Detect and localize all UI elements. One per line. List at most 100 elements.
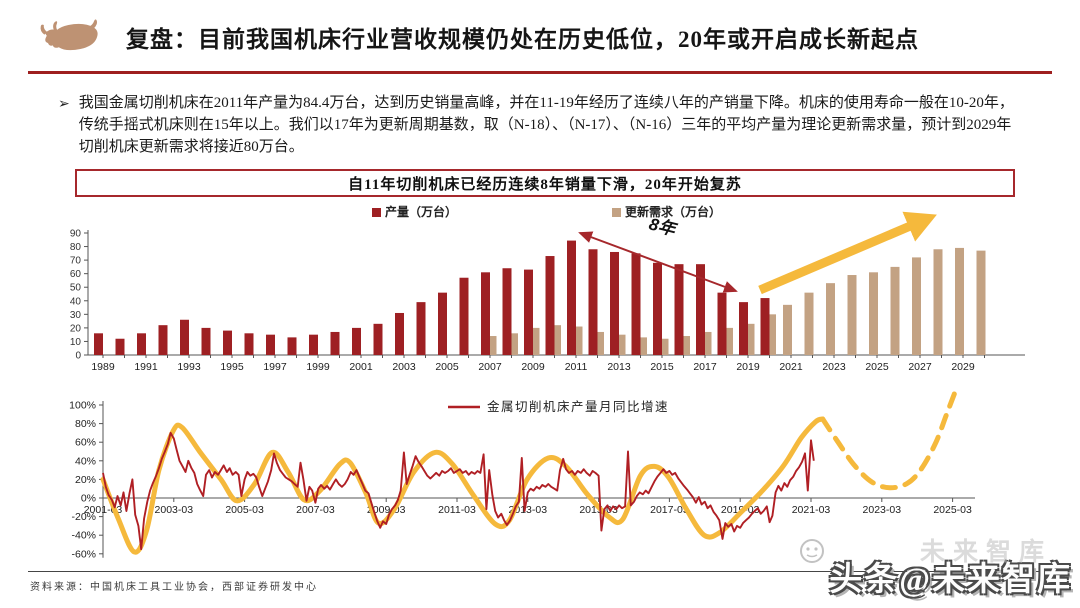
renewal-bar-2019	[748, 323, 755, 355]
production-bar-2007	[481, 272, 490, 355]
svg-text:70: 70	[70, 256, 82, 267]
svg-text:60%: 60%	[75, 437, 96, 449]
svg-text:1989: 1989	[91, 361, 115, 373]
svg-text:30: 30	[70, 310, 82, 321]
production-bar-1994	[201, 327, 211, 355]
growth-arrow	[758, 211, 937, 295]
svg-text:2003-03: 2003-03	[155, 504, 194, 516]
renewal-bar-2025	[869, 272, 878, 355]
bar-legend: 产量（万台） 更新需求（万台）	[372, 204, 721, 219]
production-bar-2012	[588, 249, 598, 355]
bull-logo-icon	[40, 19, 98, 51]
production-bar-2004	[416, 302, 426, 355]
chart-title-box: 自11年切削机床已经历连续8年销量下滑，20年开始复苏	[75, 169, 1015, 197]
svg-text:10: 10	[70, 337, 82, 348]
bar-series-renewal	[490, 247, 986, 355]
svg-text:2017: 2017	[693, 361, 717, 373]
renewal-bar-2021	[783, 304, 792, 355]
bullet-paragraph: ➢ 我国金属切削机床在2011年产量为84.4万台，达到历史销量高峰，并在11-…	[58, 92, 1026, 158]
svg-text:2005: 2005	[435, 361, 459, 373]
svg-text:60: 60	[70, 269, 82, 280]
production-bar-2001	[352, 327, 361, 355]
renewal-bar-2029	[955, 247, 964, 355]
svg-text:2021: 2021	[779, 361, 803, 373]
watermark-text: 头条@未来智库	[829, 562, 1072, 598]
production-bar-2003	[395, 312, 404, 355]
production-bar-2006	[459, 277, 469, 355]
renewal-bar-2014	[640, 337, 647, 355]
yoy-growth-line-chart: 金属切削机床产量月同比增速 100% 80% 60% 40% 20% 0% -20% -40% -…	[69, 388, 975, 560]
source-text: 资料来源：中国机床工具工业协会，西部证券研发中心	[30, 582, 318, 593]
svg-text:2025: 2025	[865, 361, 889, 373]
renewal-bar-2026	[890, 266, 900, 355]
renewal-bar-2010	[554, 325, 561, 355]
svg-text:1997: 1997	[263, 361, 287, 373]
production-bar-2002	[373, 323, 383, 355]
production-bar-2009	[524, 269, 533, 355]
line-legend: 金属切削机床产量月同比增速	[448, 399, 669, 414]
watermark-ghost-text: 未来智库	[919, 539, 1052, 566]
doodle-face-icon	[800, 539, 825, 563]
renewal-bar-2009	[533, 327, 540, 355]
page-title: 复盘：目前我国机床行业营收规模仍处在历史低位，20年或开启成长新起点	[126, 27, 919, 52]
svg-text:-40%: -40%	[71, 530, 96, 542]
chart-title-text: 自11年切削机床已经历连续8年销量下滑，20年开始复苏	[348, 176, 742, 193]
renewal-bar-2027	[912, 257, 921, 355]
svg-text:产量（万台）: 产量（万台）	[385, 204, 457, 219]
svg-text:2007: 2007	[478, 361, 502, 373]
production-bar-1991	[137, 333, 146, 355]
svg-text:40%: 40%	[75, 455, 96, 467]
renewal-bar-2022	[804, 292, 814, 355]
svg-text:2023: 2023	[822, 361, 846, 373]
svg-text:2021-03: 2021-03	[792, 504, 831, 516]
svg-text:2009: 2009	[521, 361, 545, 373]
production-bar-1996	[244, 333, 254, 355]
svg-text:2027: 2027	[908, 361, 932, 373]
line-series-cycle-forecast	[820, 388, 958, 491]
svg-text:20%: 20%	[75, 474, 96, 486]
renewal-bar-2016	[683, 336, 690, 355]
production-bar-2010	[545, 256, 555, 355]
renewal-bar-2030	[976, 250, 986, 355]
renewal-bar-2012	[597, 331, 604, 355]
decline-arrow	[578, 231, 738, 293]
header: 复盘：目前我国机床行业营收规模仍处在历史低位，20年或开启成长新起点	[36, 12, 919, 62]
svg-text:80%: 80%	[75, 418, 96, 430]
production-bar-2020	[760, 298, 770, 355]
production-bar-1997	[266, 334, 275, 355]
production-bar-1992	[158, 325, 168, 355]
production-bar-1989	[94, 333, 103, 355]
renewal-bar-2007	[490, 336, 497, 355]
svg-text:2019: 2019	[736, 361, 760, 373]
svg-text:40: 40	[70, 296, 82, 307]
renewal-bar-2024	[847, 275, 857, 355]
svg-text:-20%: -20%	[71, 511, 96, 523]
svg-text:2005-03: 2005-03	[225, 504, 264, 516]
renewal-bar-2017	[705, 331, 712, 355]
watermark: 未来智库 头条@未来智库	[800, 539, 1072, 600]
header-divider	[28, 71, 1052, 74]
renewal-bar-2028	[933, 249, 943, 355]
production-bar-2019	[739, 302, 748, 355]
production-bar-1999	[309, 334, 318, 355]
production-bar-2008	[502, 268, 512, 355]
renewal-bar-2015	[662, 338, 669, 355]
svg-text:金属切削机床产量月同比增速: 金属切削机床产量月同比增速	[487, 399, 669, 414]
production-bar-2016	[674, 264, 684, 355]
svg-text:2023-03: 2023-03	[863, 504, 902, 516]
production-renewal-bar-chart: 产量（万台） 更新需求（万台） 0 10 20 30 40 50 60 70 80 90 1989 199…	[70, 204, 1025, 373]
svg-text:100%: 100%	[69, 400, 96, 412]
line-series-yoy	[102, 431, 815, 551]
svg-text:1995: 1995	[220, 361, 244, 373]
renewal-bar-2013	[619, 334, 626, 355]
production-bar-2017	[696, 264, 705, 355]
svg-text:更新需求（万台）: 更新需求（万台）	[625, 204, 721, 219]
svg-text:0: 0	[75, 351, 81, 362]
production-bar-2005	[438, 292, 447, 355]
svg-text:0%: 0%	[81, 493, 96, 505]
svg-text:2003: 2003	[392, 361, 416, 373]
production-bar-1998	[287, 337, 297, 355]
svg-text:2011: 2011	[565, 361, 588, 373]
renewal-bar-2018	[726, 327, 733, 355]
